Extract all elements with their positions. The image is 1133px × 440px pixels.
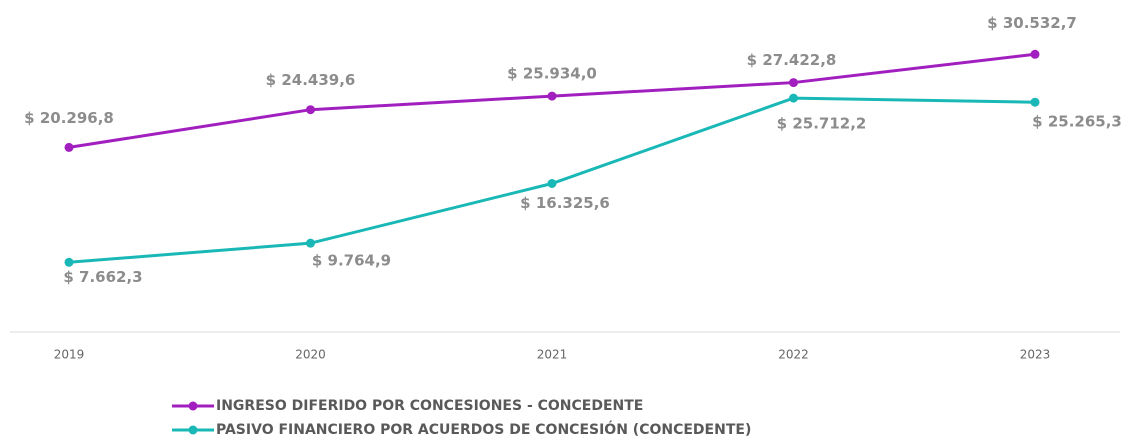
data-label: $ 7.662,3 [63, 268, 142, 286]
data-point [64, 257, 74, 267]
data-label: $ 16.325,6 [520, 194, 610, 212]
x-tick-label: 2020 [295, 348, 326, 362]
data-point [789, 93, 798, 103]
legend-label: PASIVO FINANCIERO POR ACUERDOS DE CONCES… [216, 420, 751, 438]
data-label: $ 30.532,7 [987, 14, 1077, 32]
data-point [1030, 97, 1040, 107]
data-label: $ 20.296,8 [24, 109, 114, 127]
x-tick-label: 2021 [537, 348, 568, 362]
data-label: $ 24.439,6 [266, 71, 356, 89]
x-tick-label: 2023 [1020, 348, 1051, 362]
data-point [306, 238, 315, 248]
data-point [547, 179, 557, 189]
legend-marker [188, 425, 198, 435]
legend-marker [188, 401, 198, 411]
data-point [547, 91, 557, 101]
x-tick-label: 2019 [54, 348, 85, 362]
data-label: $ 27.422,8 [747, 51, 837, 69]
data-label: $ 25.712,2 [777, 115, 867, 133]
data-point [1030, 49, 1040, 59]
data-point [64, 142, 74, 152]
data-point [789, 78, 798, 88]
x-tick-label: 2022 [778, 348, 809, 362]
data-label: $ 25.265,3 [1032, 113, 1122, 131]
data-label: $ 25.934,0 [507, 65, 597, 83]
legend-label: INGRESO DIFERIDO POR CONCESIONES - CONCE… [216, 398, 643, 414]
data-point [306, 105, 315, 115]
data-label: $ 9.764,9 [312, 252, 391, 270]
